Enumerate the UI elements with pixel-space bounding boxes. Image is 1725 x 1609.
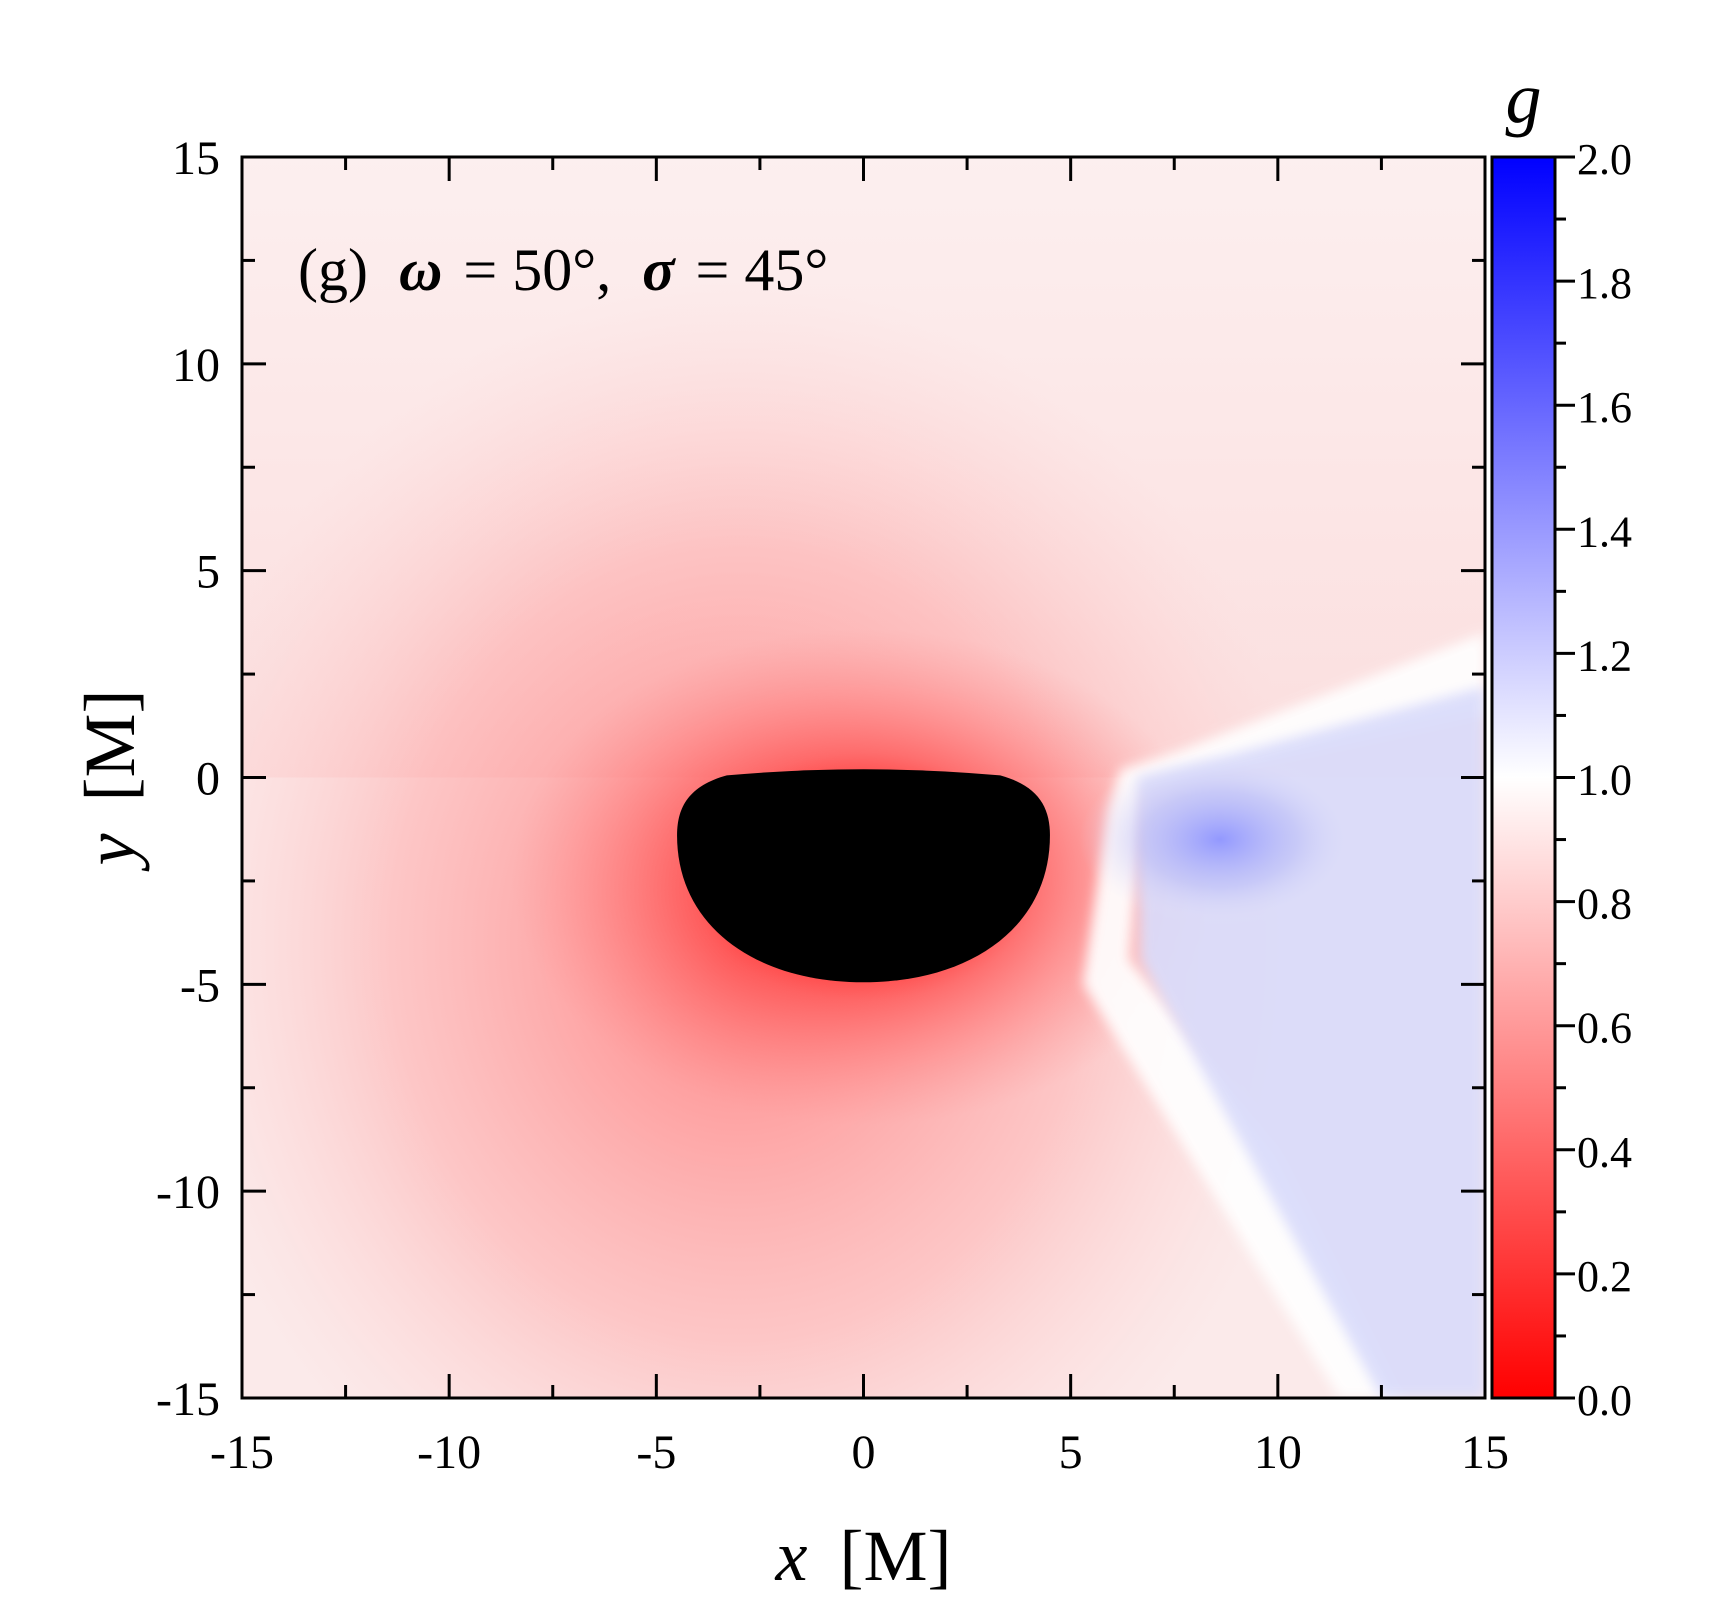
colorbar-tick-label: 0.2 <box>1577 1252 1632 1301</box>
colorbar-tick-label: 1.8 <box>1577 259 1632 308</box>
colorbar-tick-label: 1.0 <box>1577 756 1632 805</box>
colorbar-tick-label: 1.4 <box>1577 507 1632 556</box>
axis-ticks: -15 -10 -5 0 5 10 15 -15 -10 -5 0 5 10 15 <box>156 132 1509 1479</box>
black-hole-shadow <box>677 769 1050 983</box>
y-tick-label: 5 <box>196 546 220 599</box>
colorbar-tick-label: 2.0 <box>1577 135 1632 184</box>
omega-value: = 50°, <box>463 237 611 303</box>
y-tick-label: -10 <box>156 1166 220 1219</box>
x-tick-label: 10 <box>1254 1426 1302 1479</box>
colorbar-ticks: 0.0 0.2 0.4 0.6 0.8 1.0 1.2 1.4 1.6 1.8 2.0 <box>1555 135 1632 1425</box>
y-tick-label: -5 <box>180 959 220 1012</box>
colorbar-tick-label: 0.6 <box>1577 1004 1632 1053</box>
x-axis-unit: [M] <box>839 1516 951 1596</box>
omega-symbol: ω <box>399 237 442 303</box>
y-tick-label: 0 <box>196 753 220 806</box>
colorbar-tick-label: 1.6 <box>1577 383 1632 432</box>
sigma-value: = 45° <box>696 237 829 303</box>
x-axis-label: x [M] <box>775 1516 952 1596</box>
x-tick-label: 0 <box>852 1426 876 1479</box>
y-tick-label: 10 <box>172 339 220 392</box>
colorbar-tick-label: 1.2 <box>1577 631 1632 680</box>
plot-area <box>242 157 1485 1398</box>
y-axis-unit: [M] <box>70 690 150 802</box>
panel-annotation: (g) ω = 50°, σ = 45° <box>298 237 828 303</box>
y-tick-label: 15 <box>172 132 220 185</box>
blueshift-peak <box>1078 752 1361 927</box>
x-tick-label: 5 <box>1059 1426 1083 1479</box>
colorbar-tick-label: 0.4 <box>1577 1128 1632 1177</box>
colorbar <box>1490 155 1557 1400</box>
panel-label: (g) <box>298 237 368 303</box>
colorbar-tick-label: 0.0 <box>1577 1376 1632 1425</box>
x-axis-variable: x <box>775 1516 808 1596</box>
y-axis-variable: y <box>70 833 150 872</box>
colorbar-tick-label: 0.8 <box>1577 880 1632 929</box>
sigma-symbol: σ <box>642 237 676 303</box>
colorbar-label: g <box>1506 58 1542 138</box>
x-tick-label: -10 <box>417 1426 481 1479</box>
x-tick-label: 15 <box>1461 1426 1509 1479</box>
x-tick-label: -15 <box>210 1426 274 1479</box>
y-axis-label: y [M] <box>70 690 150 873</box>
y-tick-label: -15 <box>156 1373 220 1426</box>
x-tick-label: -5 <box>636 1426 676 1479</box>
